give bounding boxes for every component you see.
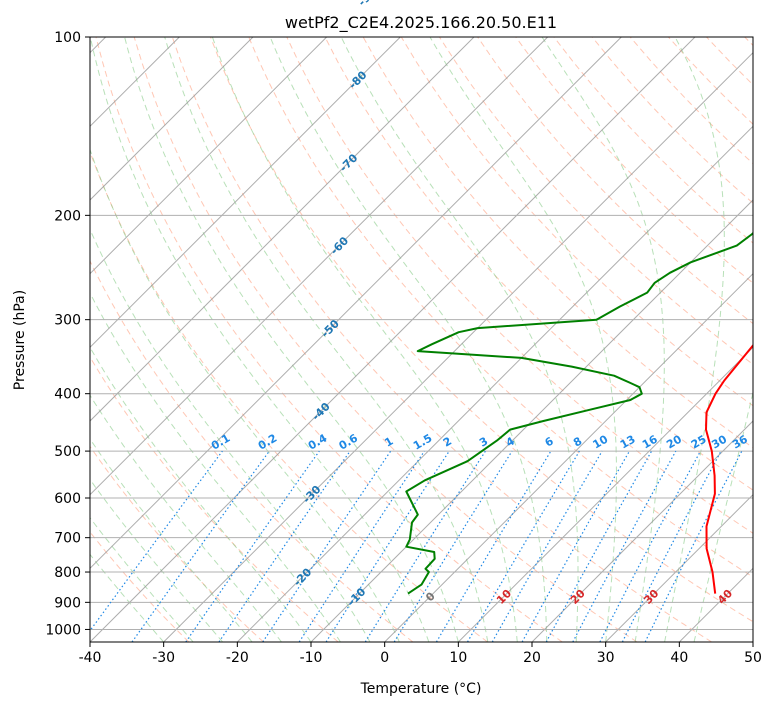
moist-adiabat [90, 394, 282, 642]
dry-adiabat [286, 37, 753, 534]
dry-adiabat [90, 259, 414, 642]
moist-adiabat [90, 478, 223, 642]
x-tick-label: -30 [152, 650, 175, 666]
isotherm [236, 125, 753, 642]
moist-adiabat [664, 37, 725, 642]
moist-adiabat [90, 292, 341, 642]
isotherm [384, 272, 753, 642]
x-tick-label: -40 [79, 650, 102, 666]
moist-adiabat [90, 438, 253, 642]
isotherm [90, 37, 622, 570]
moist-adiabat [340, 37, 579, 642]
isotherm [90, 37, 475, 422]
dry-adiabat [95, 37, 563, 642]
mixing-ratio-line [393, 450, 513, 642]
moist-adiabat [429, 37, 617, 642]
x-axis-label: Temperature (°C) [360, 681, 482, 697]
dry-adiabat [90, 356, 339, 642]
dewpoint-profile-line [405, 231, 753, 595]
plot-frame [89, 36, 754, 643]
dry-adiabat [133, 37, 638, 642]
dry-adiabat [210, 37, 753, 623]
y-tick-label: 100 [54, 30, 81, 46]
temperature-profile-line [705, 343, 753, 594]
dry-adiabat [324, 37, 753, 491]
mixing-ratio-line [298, 450, 425, 642]
y-tick-label: 600 [54, 491, 81, 507]
y-tick-label: 400 [54, 387, 81, 403]
isotherm [90, 37, 549, 496]
isotherm [163, 51, 753, 642]
mixing-ratio-line [325, 450, 450, 642]
moist-adiabat [90, 37, 430, 642]
mixing-ratio-line [131, 450, 270, 642]
isotherm [310, 199, 753, 642]
dry-adiabat [90, 445, 264, 642]
moist-adiabat [693, 390, 753, 642]
y-tick-label: 900 [54, 595, 81, 611]
moist-adiabat [90, 553, 165, 642]
x-tick-label: 20 [523, 650, 541, 666]
mixing-ratio-line [90, 450, 223, 632]
mixing-ratio-line [572, 450, 677, 642]
background-lines [90, 37, 753, 642]
moist-adiabat [90, 228, 371, 642]
isotherm [457, 346, 753, 642]
chart-title: wetPf2_C2E4.2025.166.20.50.E11 [285, 13, 557, 33]
x-tick-label: 10 [449, 650, 467, 666]
isotherm [90, 37, 328, 275]
moist-adiabat [269, 37, 548, 642]
mixing-ratio-line [521, 450, 631, 642]
y-tick-label: 800 [54, 565, 81, 581]
y-tick-label: 700 [54, 531, 81, 547]
x-tick-label: -10 [300, 650, 323, 666]
moist-adiabat [90, 148, 400, 642]
y-axis-label: Pressure (hPa) [12, 290, 28, 390]
x-tick-label: 50 [744, 650, 762, 666]
mixing-ratio-line [644, 450, 743, 642]
profile-lines [405, 231, 753, 595]
moist-adiabat [211, 37, 518, 642]
x-axis: -40 -30 -20 -10 0 10 20 30 40 50 [79, 642, 762, 666]
isotherm [90, 37, 254, 201]
y-tick-label: 300 [54, 313, 81, 329]
x-tick-label: 40 [670, 650, 688, 666]
x-tick-label: 0 [380, 650, 389, 666]
mixing-ratio-line [262, 450, 392, 642]
mixing-ratio-line [218, 450, 351, 642]
x-tick-label: -20 [226, 650, 249, 666]
isotherm [531, 420, 753, 642]
mixing-ratio-line [185, 450, 320, 642]
moist-adiabat [124, 37, 459, 642]
isotherm-label: -90 [356, 0, 379, 9]
y-tick-label: 1000 [45, 622, 81, 638]
y-tick-label: 200 [54, 208, 81, 224]
moist-adiabat [90, 516, 194, 642]
dry-adiabat [515, 37, 753, 284]
mixing-ratio-line [545, 450, 653, 642]
y-tick-label: 500 [54, 444, 81, 460]
moist-adiabat [164, 37, 489, 642]
dry-adiabat [248, 37, 753, 578]
dry-adiabat [171, 37, 712, 642]
x-tick-label: 30 [597, 650, 615, 666]
isotherm [90, 37, 696, 642]
isotherm [90, 37, 401, 349]
y-axis: 100 200 300 400 500 600 700 800 900 1000 [45, 30, 90, 638]
